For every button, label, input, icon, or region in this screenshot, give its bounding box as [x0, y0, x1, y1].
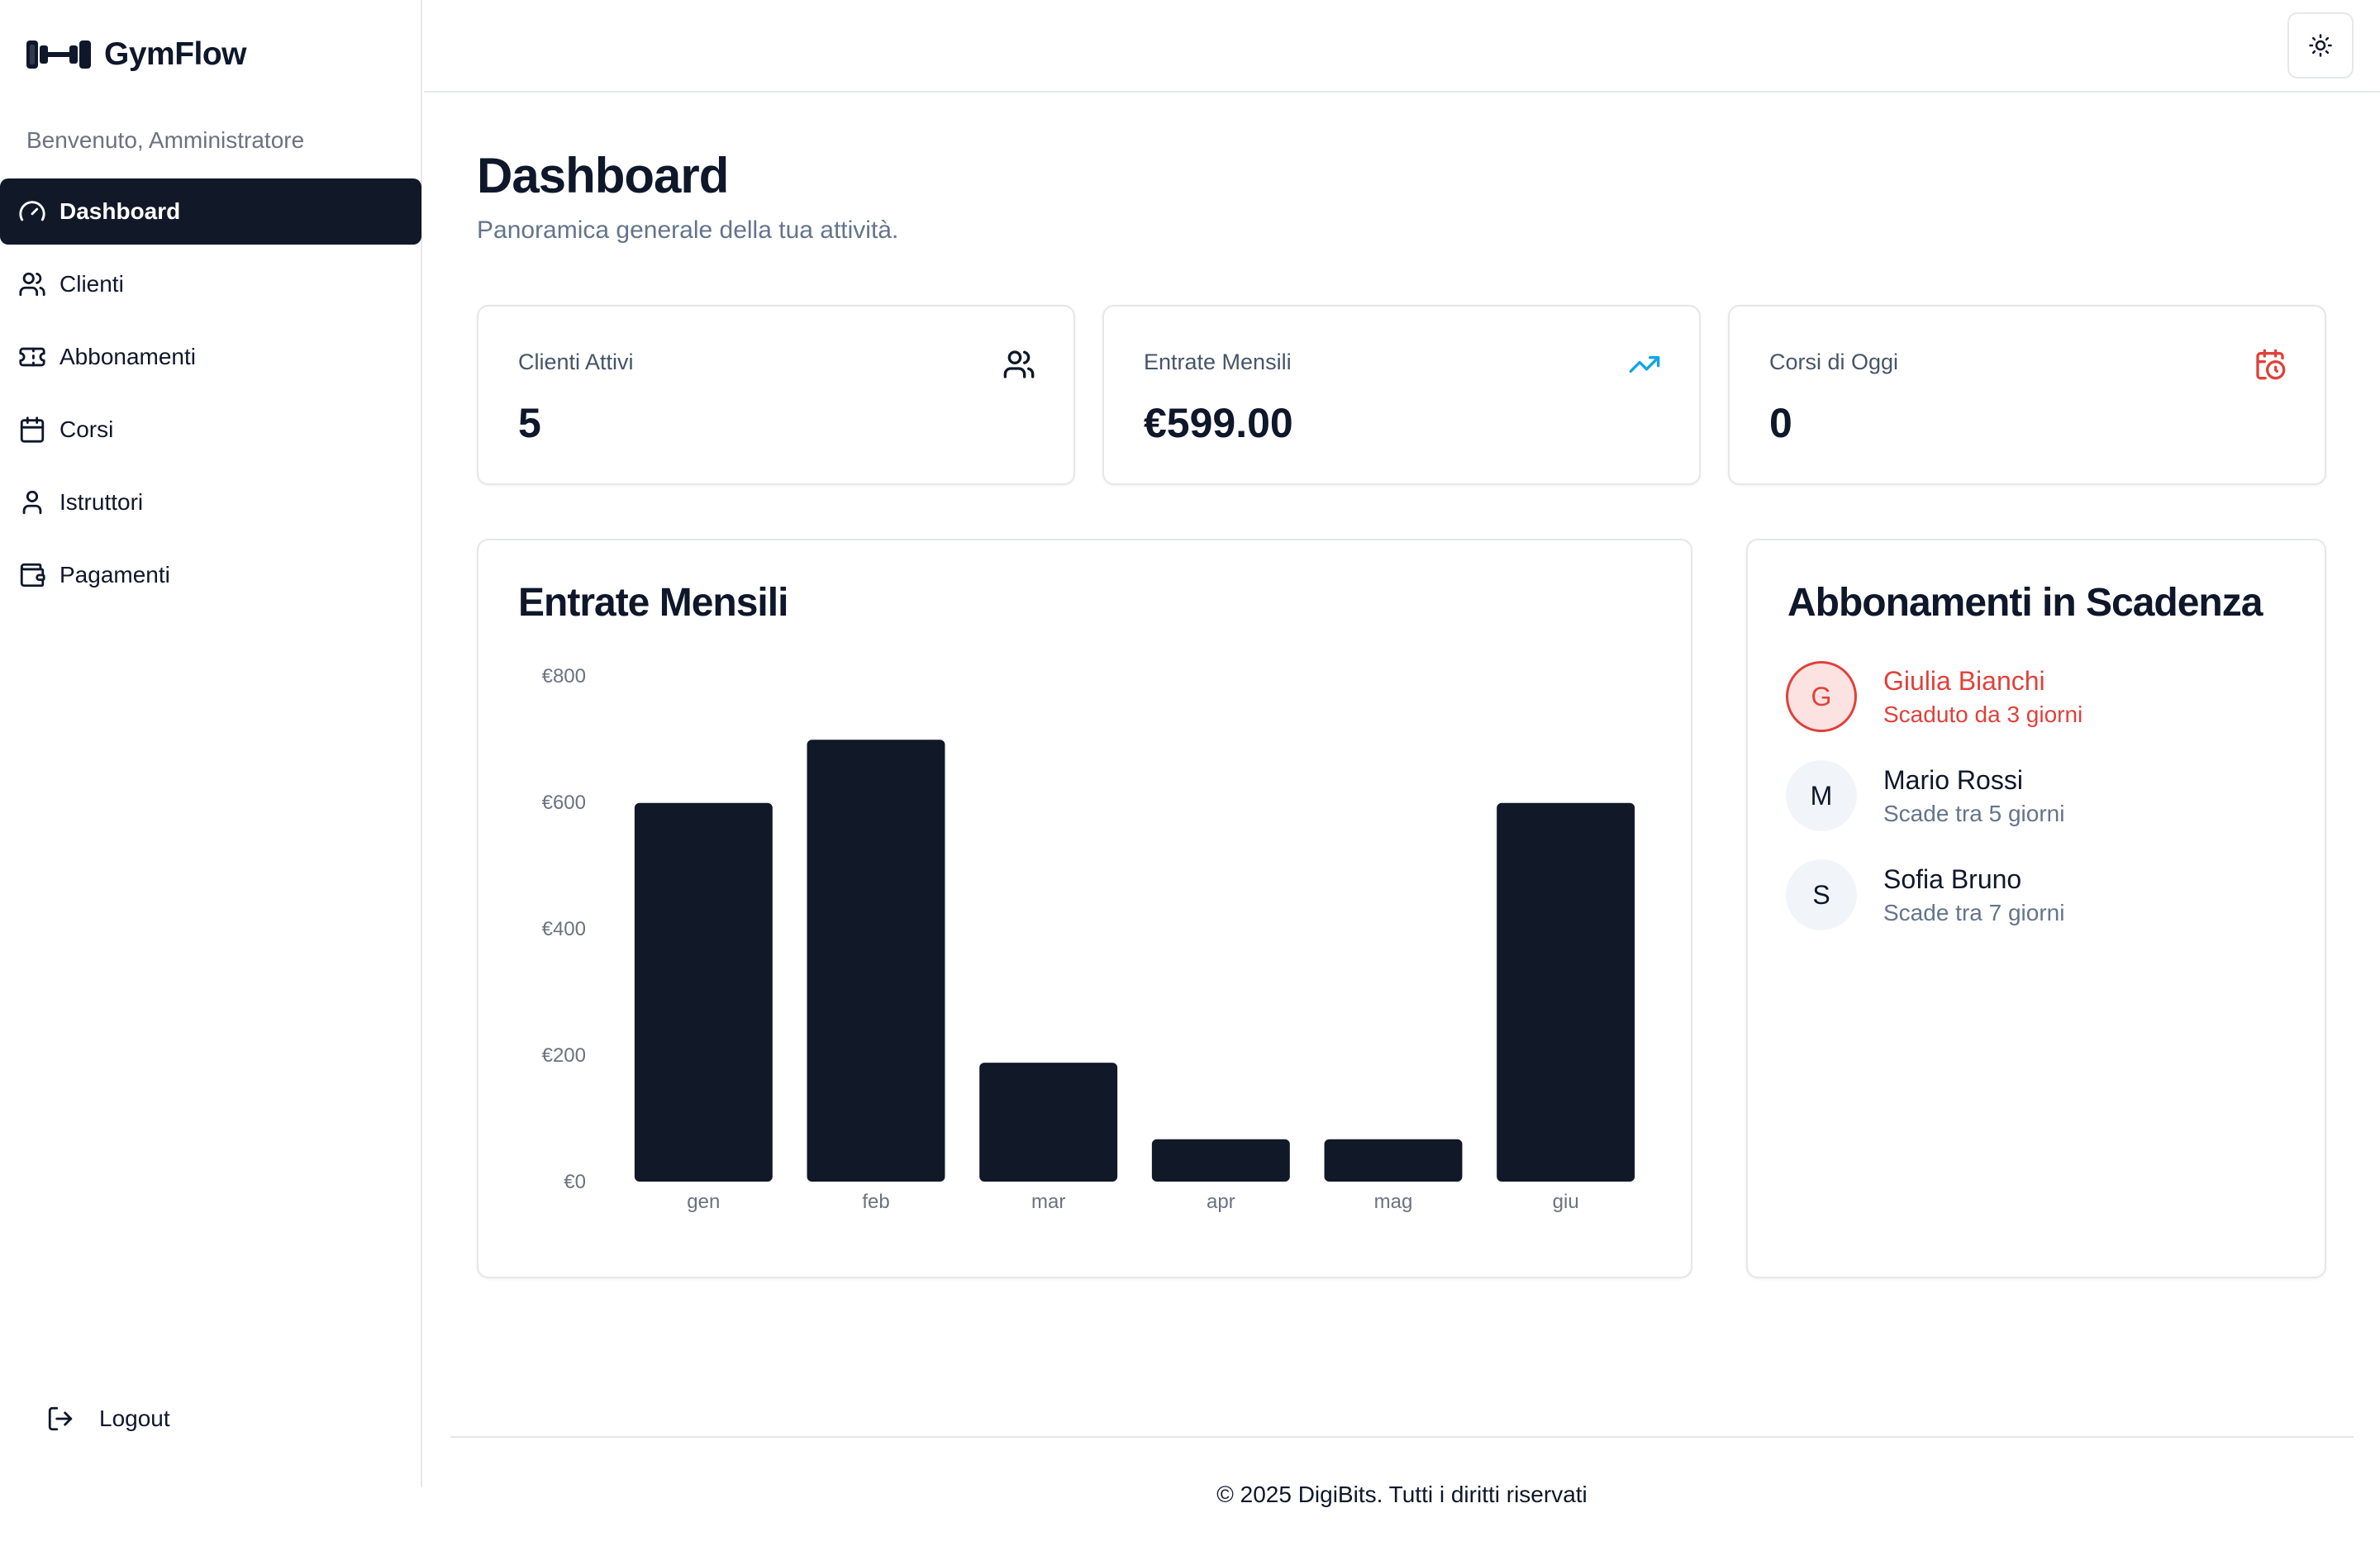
sidebar: GymFlow Benvenuto, Amministratore Dashbo… [0, 0, 422, 1487]
stat-value: 5 [518, 400, 541, 446]
theme-toggle-button[interactable] [2287, 12, 2354, 78]
footer-copyright: © 2025 DigiBits. Tutti i diritti riserva… [1216, 1482, 1587, 1507]
brand-name: GymFlow [104, 36, 247, 72]
stat-label: Corsi di Oggi [1769, 350, 1899, 374]
revenue-chart-title: Entrate Mensili [518, 581, 788, 625]
sidebar-item-istruttori[interactable]: Istruttori [0, 469, 421, 535]
sidebar-item-label: Dashboard [60, 198, 181, 224]
page-subtitle: Panoramica generale della tua attività. [477, 216, 899, 244]
stat-label: Clienti Attivi [518, 350, 634, 374]
expiry-status: Scaduto da 3 giorni [1883, 701, 2083, 727]
trending-up-icon [1629, 356, 1660, 373]
dumbbell-icon [25, 38, 93, 71]
x-tick-label: feb [862, 1191, 889, 1213]
user-icon [22, 490, 42, 515]
sidebar-item-label: Pagamenti [60, 562, 170, 587]
page-title: Dashboard [477, 148, 729, 203]
expiring-item-giulia-bianchi[interactable]: G Giulia Bianchi Scaduto da 3 giorni [1786, 661, 2082, 732]
sidebar-item-corsi[interactable]: Corsi [0, 397, 421, 463]
welcome-text: Benvenuto, Amministratore [26, 127, 305, 153]
avatar: M [1786, 760, 1857, 831]
sidebar-item-pagamenti[interactable]: Pagamenti [0, 542, 421, 608]
bar-feb[interactable] [807, 740, 945, 1182]
x-tick-label: mag [1374, 1191, 1413, 1213]
x-tick-label: giu [1553, 1191, 1579, 1213]
y-tick-label: €0 [564, 1171, 586, 1193]
bar-mag[interactable] [1324, 1139, 1463, 1182]
expiring-item-sofia-bruno[interactable]: S Sofia Bruno Scade tra 7 giorni [1786, 859, 2064, 930]
bar-mar[interactable] [979, 1063, 1118, 1182]
x-tick-label: apr [1207, 1191, 1235, 1213]
x-tick-label: mar [1031, 1191, 1065, 1213]
sidebar-item-label: Clienti [60, 271, 124, 297]
revenue-chart-card: Entrate Mensili €0 €200 €400 €600 €800 gen feb… [477, 539, 1692, 1278]
y-tick-label: €600 [542, 792, 586, 814]
calendar-clock-icon [2256, 349, 2286, 380]
expiring-title: Abbonamenti in Scadenza [1787, 581, 2263, 625]
expiring-subscriptions-card: Abbonamenti in Scadenza G Giulia Bianchi… [1746, 539, 2326, 1278]
expiry-status: Scade tra 5 giorni [1883, 800, 2065, 826]
stat-card-clienti-attivi: Clienti Attivi 5 [477, 305, 1075, 485]
x-tick-label: gen [687, 1191, 720, 1213]
revenue-bar-chart: €0 €200 €400 €600 €800 gen feb mar apr mag giu [542, 665, 1635, 1213]
users-icon [1003, 350, 1035, 378]
stat-card-entrate-mensili: Entrate Mensili €599.00 [1102, 305, 1701, 485]
bar-gen[interactable] [634, 802, 773, 1182]
calendar-icon [20, 416, 45, 443]
gauge-icon [19, 201, 45, 221]
y-tick-label: €200 [542, 1044, 586, 1067]
bar-giu[interactable] [1497, 802, 1635, 1182]
topbar [424, 0, 2380, 93]
sidebar-item-abbonamenti[interactable]: Abbonamenti [0, 324, 421, 390]
footer-divider [450, 1436, 2354, 1438]
wallet-icon [20, 563, 45, 587]
stat-label: Entrate Mensili [1144, 350, 1292, 374]
expiring-item-mario-rossi[interactable]: M Mario Rossi Scade tra 5 giorni [1786, 760, 2064, 831]
stat-card-corsi-di-oggi: Corsi di Oggi 0 [1728, 305, 2326, 485]
logout-label: Logout [99, 1406, 170, 1431]
client-name: Mario Rossi [1883, 764, 2023, 795]
stat-value: €599.00 [1144, 400, 1293, 446]
y-tick-label: €800 [542, 665, 586, 687]
sidebar-item-label: Istruttori [60, 489, 144, 515]
sidebar-item-label: Abbonamenti [60, 344, 197, 369]
logout-button[interactable]: Logout [46, 1405, 170, 1433]
sidebar-item-clienti[interactable]: Clienti [0, 251, 421, 317]
avatar: S [1786, 859, 1857, 930]
stat-value: 0 [1769, 400, 1792, 446]
logout-icon [48, 1406, 73, 1431]
avatar: G [1786, 661, 1857, 732]
expiry-status: Scade tra 7 giorni [1883, 899, 2065, 925]
ticket-icon [19, 347, 45, 367]
users-icon [19, 272, 45, 297]
bar-apr[interactable] [1151, 1139, 1290, 1182]
client-name: Giulia Bianchi [1883, 665, 2045, 696]
y-tick-label: €400 [542, 918, 586, 940]
brand[interactable]: GymFlow [25, 36, 247, 73]
sidebar-item-label: Corsi [60, 416, 114, 442]
sun-icon [2309, 34, 2332, 57]
sidebar-item-dashboard[interactable]: Dashboard [0, 178, 421, 245]
sidebar-nav: Dashboard Clienti Abbonamenti Corsi Istr… [0, 178, 421, 615]
client-name: Sofia Bruno [1883, 863, 2022, 894]
